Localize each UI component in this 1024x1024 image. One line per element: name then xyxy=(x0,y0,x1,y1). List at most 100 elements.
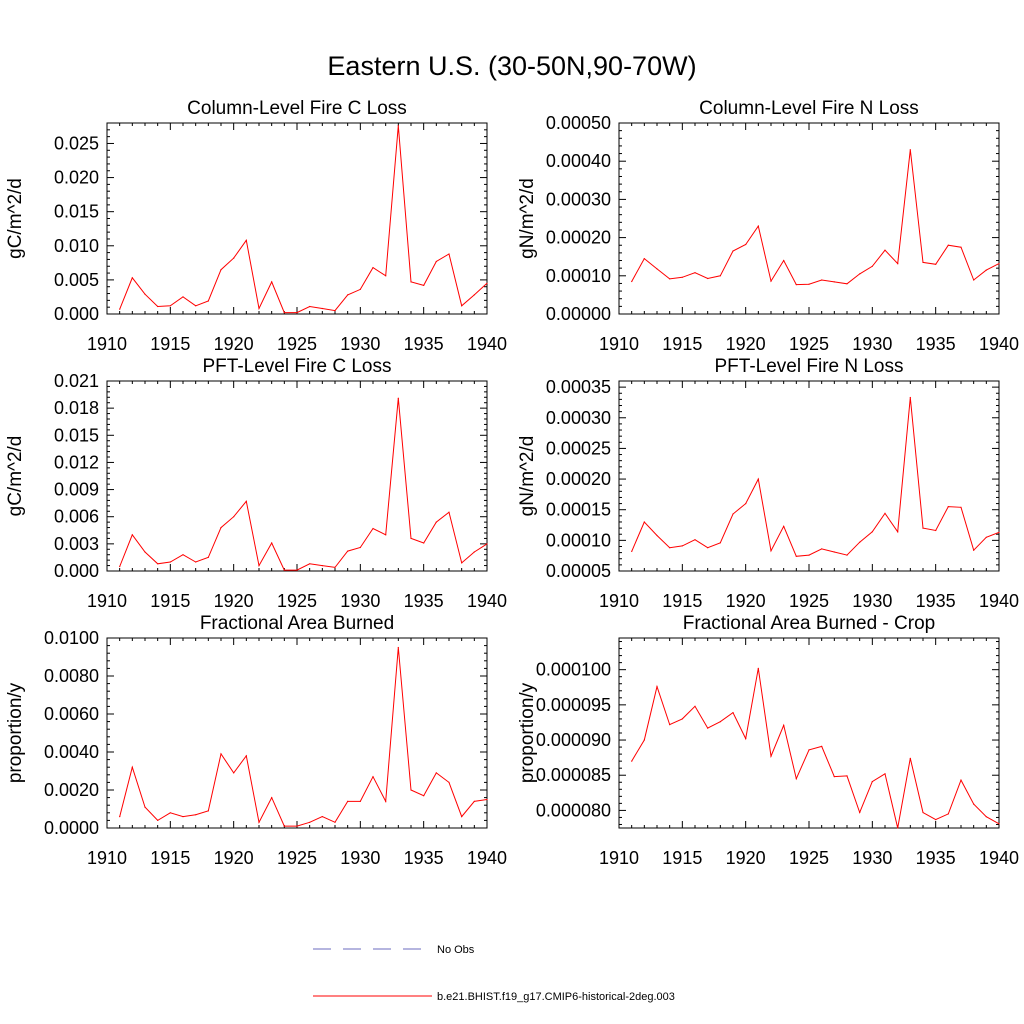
x-tick-label: 1940 xyxy=(467,848,507,868)
data-point xyxy=(448,781,450,784)
y-tick-label: 0.0020 xyxy=(44,780,99,800)
data-point xyxy=(998,531,1000,534)
data-point xyxy=(681,545,683,547)
data-point xyxy=(795,284,797,286)
y-tick-label: 0.00040 xyxy=(546,151,611,171)
data-point xyxy=(309,305,311,308)
data-point xyxy=(960,246,962,248)
x-tick-label: 1930 xyxy=(340,591,380,611)
x-tick-label: 1930 xyxy=(852,848,892,868)
data-point xyxy=(669,547,671,549)
data-point xyxy=(935,529,937,532)
data-point xyxy=(783,724,785,726)
data-point xyxy=(486,798,488,801)
data-point xyxy=(157,819,159,822)
x-tick-label: 1930 xyxy=(852,334,892,354)
x-tick-label: 1925 xyxy=(277,591,317,611)
data-point xyxy=(321,565,323,567)
x-tick-label: 1925 xyxy=(277,334,317,354)
data-point xyxy=(909,149,911,151)
y-tick-label: 0.021 xyxy=(54,371,99,391)
x-tick-label: 1910 xyxy=(87,848,127,868)
data-point xyxy=(998,263,1000,265)
panel-title: Column-Level Fire N Loss xyxy=(699,98,919,119)
y-axis-label: proportion/y xyxy=(5,682,26,783)
data-point xyxy=(947,506,949,508)
x-tick-label: 1915 xyxy=(662,334,702,354)
y-tick-label: 0.000095 xyxy=(536,695,611,715)
data-point xyxy=(448,253,450,255)
data-point xyxy=(220,269,222,271)
y-tick-label: 0.00035 xyxy=(546,377,611,397)
y-tick-label: 0.00030 xyxy=(546,189,611,209)
data-point xyxy=(770,755,772,757)
data-point xyxy=(669,724,671,726)
data-point xyxy=(871,781,873,783)
data-point xyxy=(245,239,247,241)
x-tick-label: 1920 xyxy=(726,334,766,354)
data-point xyxy=(372,776,374,778)
chart-panel-6: Fractional Area Burned - Crop proportion/… xyxy=(517,613,1019,868)
data-point xyxy=(207,556,209,559)
y-tick-label: 0.010 xyxy=(54,236,99,256)
legend-label-model: b.e21.BHIST.f19_g17.CMIP6-historical-2de… xyxy=(437,991,675,1003)
data-point xyxy=(922,811,924,814)
x-tick-label: 1940 xyxy=(979,334,1019,354)
y-tick-label: 0.00005 xyxy=(546,561,611,581)
data-point xyxy=(846,283,848,285)
data-point xyxy=(935,263,937,265)
x-tick-label: 1920 xyxy=(726,591,766,611)
data-point xyxy=(656,268,658,270)
data-point xyxy=(821,745,823,748)
data-point xyxy=(643,258,645,260)
data-point xyxy=(897,263,899,265)
data-point xyxy=(271,542,273,544)
data-point xyxy=(681,276,683,278)
data-point xyxy=(258,821,260,823)
data-point xyxy=(435,772,437,774)
data-point xyxy=(833,281,835,283)
y-tick-label: 0.000 xyxy=(54,304,99,324)
data-point xyxy=(631,550,633,553)
x-tick-label: 1910 xyxy=(599,334,639,354)
y-axis-label: proportion/y xyxy=(517,682,538,783)
data-point xyxy=(909,757,911,759)
data-point xyxy=(707,547,709,549)
data-point xyxy=(473,800,475,803)
data-point xyxy=(144,293,146,295)
data-point xyxy=(423,542,425,544)
y-tick-label: 0.003 xyxy=(54,534,99,554)
chart-panel-5: Fractional Area Burned proportion/y 1910 19… xyxy=(5,613,507,868)
data-point xyxy=(359,546,361,549)
data-point xyxy=(871,531,873,533)
data-point xyxy=(245,755,247,757)
data-point xyxy=(233,516,235,518)
data-point xyxy=(385,534,387,536)
x-tick-label: 1915 xyxy=(150,848,190,868)
y-tick-label: 0.00010 xyxy=(546,530,611,550)
data-point xyxy=(258,307,260,310)
data-point xyxy=(423,795,425,797)
data-point xyxy=(321,816,323,818)
data-point xyxy=(631,760,633,762)
y-tick-label: 0.00030 xyxy=(546,408,611,428)
data-point xyxy=(258,565,260,567)
figure-title: Eastern U.S. (30-50N,90-70W) xyxy=(327,51,696,81)
legend-label-no-obs: No Obs xyxy=(437,944,475,956)
x-tick-label: 1935 xyxy=(404,848,444,868)
data-point xyxy=(732,250,734,252)
data-point xyxy=(846,775,848,777)
x-tick-label: 1915 xyxy=(150,591,190,611)
legend: No Obs b.e21.BHIST.f19_g17.CMIP6-histori… xyxy=(313,944,675,1003)
x-tick-label: 1920 xyxy=(214,591,254,611)
data-point xyxy=(271,797,273,799)
data-point xyxy=(271,281,273,283)
y-tick-label: 0.00020 xyxy=(546,469,611,489)
data-point xyxy=(220,527,222,529)
data-point xyxy=(169,812,171,814)
data-point xyxy=(473,551,475,553)
data-point xyxy=(745,243,747,246)
y-tick-label: 0.00025 xyxy=(546,438,611,458)
data-point xyxy=(195,305,197,307)
x-tick-label: 1925 xyxy=(789,591,829,611)
